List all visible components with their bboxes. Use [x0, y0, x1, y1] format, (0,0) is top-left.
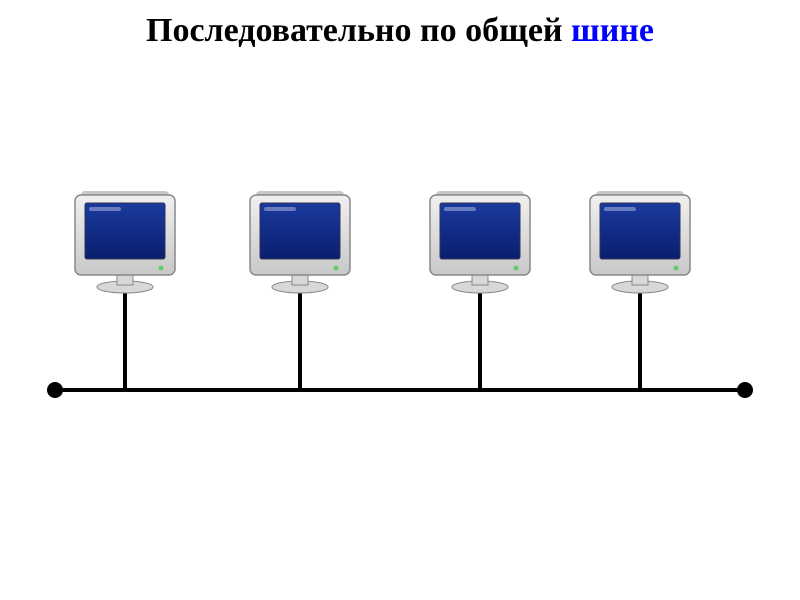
screen-glare [444, 207, 476, 211]
screen-glare [604, 207, 636, 211]
computer-node [430, 191, 530, 390]
screen-glare [264, 207, 296, 211]
power-led-icon [674, 266, 679, 271]
computer-node [250, 191, 350, 390]
monitor-screen [85, 203, 165, 259]
power-led-icon [334, 266, 339, 271]
bus-terminator-left [47, 382, 63, 398]
screen-glare [89, 207, 121, 211]
monitor-screen [600, 203, 680, 259]
monitor-screen [260, 203, 340, 259]
bus-topology-diagram [0, 0, 800, 600]
monitor-screen [440, 203, 520, 259]
computer-node [590, 191, 690, 390]
bus-terminator-right [737, 382, 753, 398]
power-led-icon [159, 266, 164, 271]
computer-node [75, 191, 175, 390]
power-led-icon [514, 266, 519, 271]
